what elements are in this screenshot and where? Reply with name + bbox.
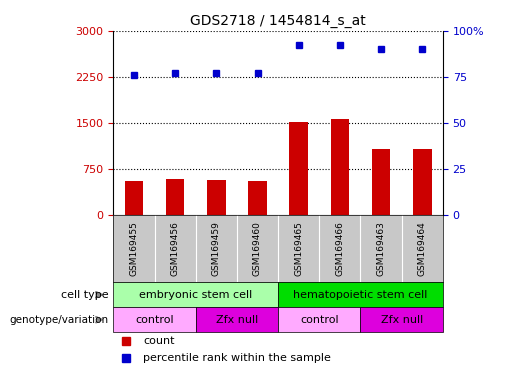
Text: GSM169466: GSM169466: [335, 221, 345, 276]
Text: GSM169459: GSM169459: [212, 221, 221, 276]
Bar: [196, 307, 278, 332]
Bar: [278, 307, 360, 332]
Text: GSM169460: GSM169460: [253, 221, 262, 276]
Text: control: control: [135, 314, 174, 325]
Text: percentile rank within the sample: percentile rank within the sample: [143, 353, 331, 363]
Text: GSM169456: GSM169456: [170, 221, 180, 276]
Bar: [372, 149, 390, 215]
Text: hematopoietic stem cell: hematopoietic stem cell: [294, 290, 427, 300]
Bar: [113, 307, 196, 332]
Bar: [278, 282, 443, 307]
Text: cell type: cell type: [61, 290, 108, 300]
Bar: [331, 119, 349, 215]
Bar: [166, 179, 184, 215]
Text: GSM169455: GSM169455: [129, 221, 139, 276]
Text: embryonic stem cell: embryonic stem cell: [139, 290, 252, 300]
Bar: [413, 149, 432, 215]
Text: count: count: [143, 336, 175, 346]
Bar: [248, 180, 267, 215]
Text: Zfx null: Zfx null: [381, 314, 423, 325]
Bar: [207, 180, 226, 215]
Bar: [113, 282, 278, 307]
Text: Zfx null: Zfx null: [216, 314, 258, 325]
Text: genotype/variation: genotype/variation: [9, 314, 108, 325]
Bar: [125, 181, 143, 215]
Bar: [289, 122, 308, 215]
Title: GDS2718 / 1454814_s_at: GDS2718 / 1454814_s_at: [190, 14, 366, 28]
Text: control: control: [300, 314, 338, 325]
Text: GSM169463: GSM169463: [376, 221, 386, 276]
Text: GSM169465: GSM169465: [294, 221, 303, 276]
Text: GSM169464: GSM169464: [418, 221, 427, 276]
Bar: [360, 307, 443, 332]
